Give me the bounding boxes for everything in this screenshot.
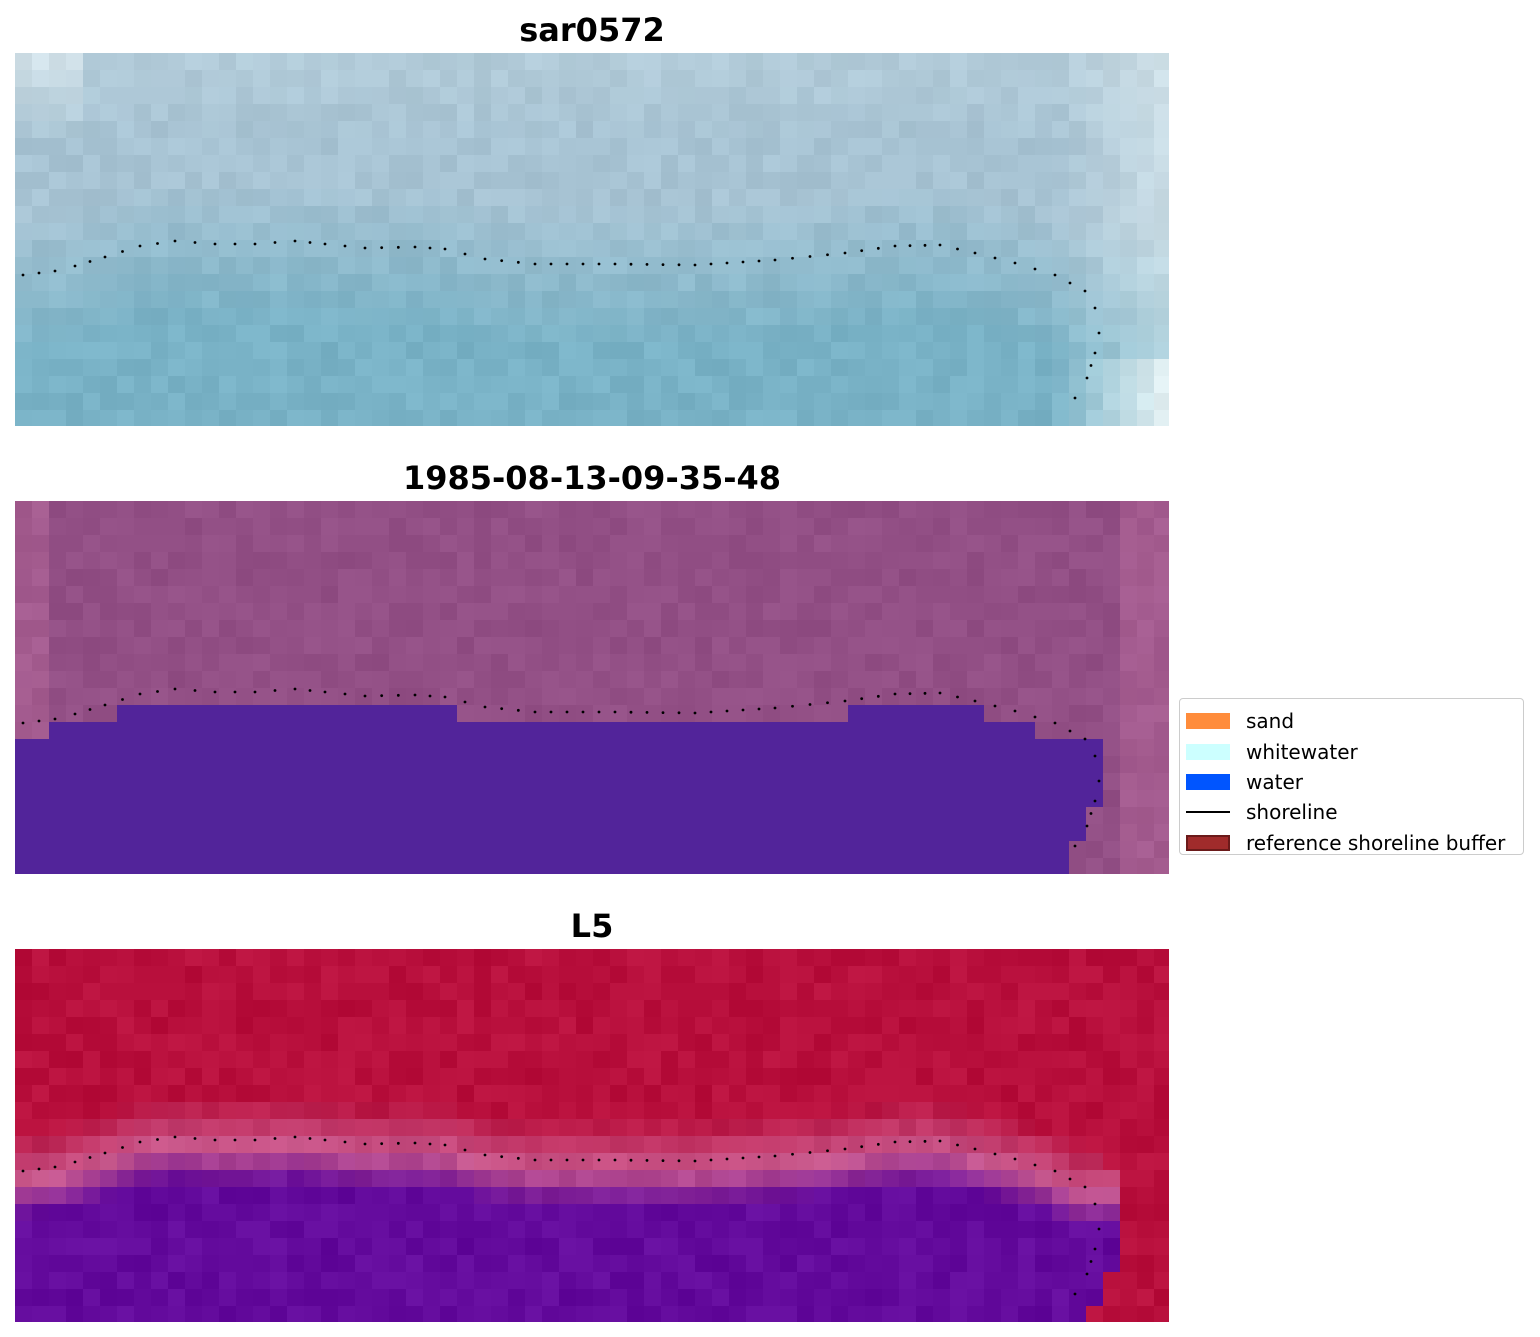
shoreline-dots	[21, 687, 1101, 848]
legend-item-whitewater: whitewater	[1186, 736, 1523, 766]
shoreline-dots	[21, 239, 1101, 400]
legend-label-whitewater: whitewater	[1246, 739, 1358, 764]
shoreline-dots	[21, 1135, 1101, 1296]
panel-title-bottom: L5	[570, 907, 614, 945]
index-image-svg	[15, 949, 1169, 1322]
panel-title-top: sar0572	[519, 11, 665, 49]
legend-item-sand: sand	[1186, 706, 1523, 736]
index-pixels	[15, 949, 1169, 1322]
reference-buffer-swatch	[1186, 834, 1230, 851]
panel-image-index	[15, 949, 1169, 1322]
sar-image-svg	[15, 53, 1169, 426]
classified-image-svg	[15, 501, 1169, 874]
legend-label-sand: sand	[1246, 709, 1295, 734]
whitewater-swatch	[1186, 743, 1230, 760]
sand-swatch	[1186, 713, 1230, 730]
panel-image-classified	[15, 501, 1169, 874]
shoreline-line-swatch	[1186, 811, 1230, 814]
legend-item-shoreline: shoreline	[1186, 797, 1523, 827]
legend-label-water: water	[1246, 769, 1303, 794]
classified-pixels	[15, 501, 1169, 874]
panel-title-middle: 1985-08-13-09-35-48	[402, 459, 782, 497]
water-swatch	[1186, 773, 1230, 790]
legend-label-shoreline: shoreline	[1246, 800, 1338, 825]
legend-item-reference-buffer: reference shoreline buffer	[1186, 828, 1523, 858]
sar-pixels	[15, 53, 1169, 426]
legend-label-reference-buffer: reference shoreline buffer	[1246, 830, 1506, 855]
legend-item-water: water	[1186, 767, 1523, 797]
legend: sand whitewater water shoreline referenc…	[1179, 698, 1524, 855]
panel-image-sar	[15, 53, 1169, 426]
